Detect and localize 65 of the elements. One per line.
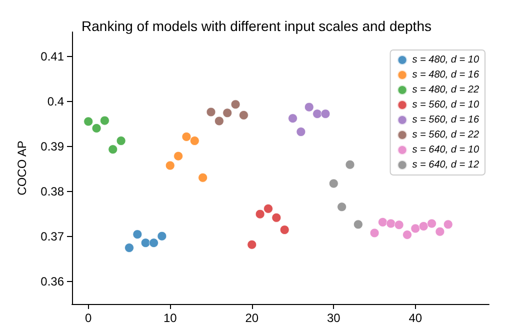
point — [247, 240, 257, 250]
point — [222, 108, 232, 118]
y-tick-label: 0.38 — [40, 184, 64, 199]
point — [410, 224, 420, 234]
point — [320, 109, 330, 119]
point — [124, 243, 134, 253]
point — [140, 238, 150, 248]
point — [296, 127, 306, 137]
y-tick-label: 0.37 — [40, 230, 64, 244]
point — [427, 218, 437, 228]
point — [132, 230, 142, 240]
y-tick-label: 0.39 — [40, 140, 64, 154]
point — [345, 160, 355, 170]
point — [165, 160, 175, 170]
x-tick-label: 0 — [85, 311, 92, 325]
point — [418, 221, 428, 231]
point — [378, 217, 388, 227]
point — [280, 225, 290, 235]
point — [370, 228, 380, 238]
point — [100, 116, 110, 126]
point — [108, 144, 118, 154]
point — [190, 136, 200, 146]
y-tick-label: 0.36 — [40, 274, 64, 289]
point — [116, 136, 126, 146]
y-axis-title: COCO AP — [15, 140, 29, 196]
point — [84, 116, 94, 126]
legend-label: s = 480, d = 16 — [412, 70, 480, 80]
legend-label: s = 640, d = 10 — [412, 144, 480, 156]
point — [206, 107, 216, 117]
legend-label: s = 560, d = 10 — [412, 100, 480, 110]
point — [353, 220, 363, 230]
legend-label: s = 560, d = 22 — [412, 130, 480, 140]
chart-title: Ranking of models with different input scales and depths — [82, 18, 432, 34]
legend-label: s = 480, d = 10 — [412, 54, 480, 66]
point — [92, 123, 102, 133]
point — [263, 204, 273, 214]
point — [402, 230, 412, 240]
x-tick-label: 40 — [408, 311, 422, 325]
point — [182, 132, 192, 142]
point — [149, 238, 159, 248]
legend-label: s = 640, d = 12 — [412, 160, 480, 170]
point — [157, 231, 167, 241]
point — [337, 202, 347, 212]
point — [272, 212, 282, 222]
legend-label: s = 480, d = 22 — [412, 84, 480, 96]
point — [304, 102, 314, 112]
point — [214, 116, 224, 126]
point — [174, 151, 184, 161]
point — [312, 109, 322, 119]
point — [255, 209, 265, 219]
legend-label: s = 560, d = 16 — [412, 114, 480, 126]
x-tick-label: 10 — [163, 311, 178, 325]
x-tick-label: 20 — [245, 311, 259, 325]
point — [435, 226, 445, 236]
point — [328, 178, 338, 188]
point — [238, 110, 248, 120]
x-tick-label: 30 — [326, 311, 341, 325]
y-tick-label: 0.41 — [40, 50, 64, 64]
point — [230, 100, 240, 110]
point — [386, 218, 396, 228]
point — [443, 220, 453, 230]
point — [198, 172, 208, 182]
point — [394, 220, 404, 230]
point — [288, 114, 298, 124]
y-tick-label: 0.4 — [47, 94, 64, 109]
